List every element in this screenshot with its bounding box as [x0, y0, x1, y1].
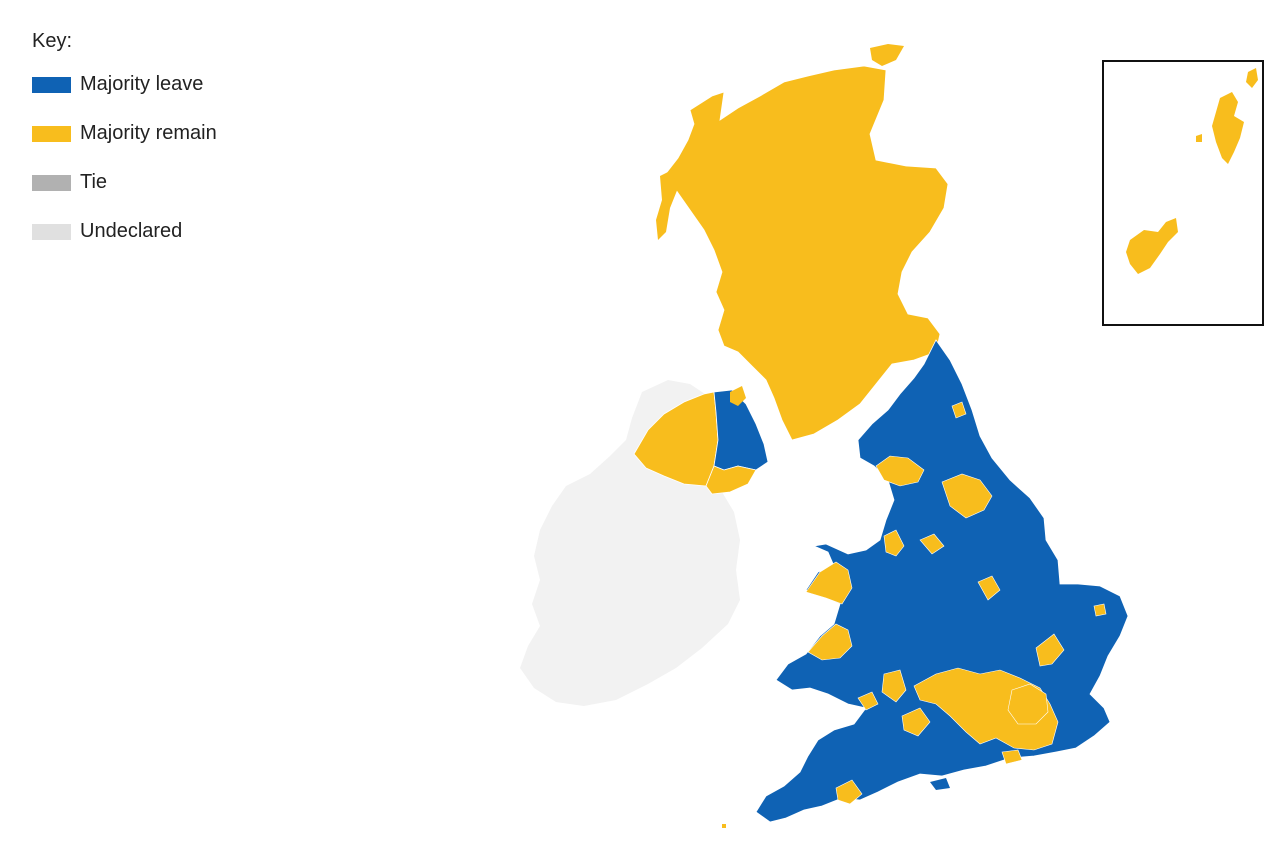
england-remain-exeter [835, 779, 863, 805]
shetland-islands [1212, 92, 1244, 164]
remain-swatch [32, 125, 71, 142]
leave-swatch [32, 76, 71, 93]
england-remain-manchester [883, 529, 905, 557]
key-label-leave: Majority leave [80, 73, 204, 95]
orkney [870, 44, 904, 66]
england-remain-midlands [977, 575, 1001, 601]
england-remain-bristol-bath [881, 669, 907, 703]
shetland-north [1246, 68, 1258, 88]
undeclared-swatch [32, 223, 71, 240]
key-item-remain: Majority remain [32, 120, 217, 147]
orkney-inset [1126, 218, 1178, 274]
wales-remain-gwynedd [805, 561, 853, 605]
england-remain-norwich [1093, 603, 1107, 617]
fair-isle [1196, 134, 1202, 142]
england-remain-brighton [1001, 749, 1023, 765]
isle-of-wight [930, 778, 950, 790]
key-item-undeclared: Undeclared [32, 218, 217, 245]
england-remain-newcastle [951, 401, 967, 419]
london [1007, 683, 1049, 725]
england-remain-winchester [901, 707, 931, 737]
england-remain-lakes [875, 455, 925, 487]
wales-remain-ceredigion [807, 623, 853, 661]
key-label-tie: Tie [80, 171, 108, 193]
wales-remain-cardiff [857, 691, 879, 711]
key-item-tie: Tie [32, 169, 217, 196]
shetland-inset-map [1126, 68, 1258, 274]
shetland-inset [1102, 60, 1264, 326]
key-label-undeclared: Undeclared [80, 220, 183, 242]
scotland [663, 65, 949, 441]
key-title: Key: [32, 30, 73, 52]
map-key: Key: Majority leave Majority remain Tie … [32, 30, 217, 267]
key-item-leave: Majority leave [32, 71, 217, 98]
hebrides [656, 170, 678, 240]
england-remain-cambridge [1035, 633, 1065, 667]
key-label-remain: Majority remain [80, 122, 217, 144]
northern-ireland-southeast [705, 465, 757, 495]
tie-swatch [32, 174, 71, 191]
england-remain-york [941, 473, 993, 519]
scilly [722, 824, 726, 828]
england-remain-leeds [919, 533, 945, 555]
islay-arran [730, 386, 746, 406]
